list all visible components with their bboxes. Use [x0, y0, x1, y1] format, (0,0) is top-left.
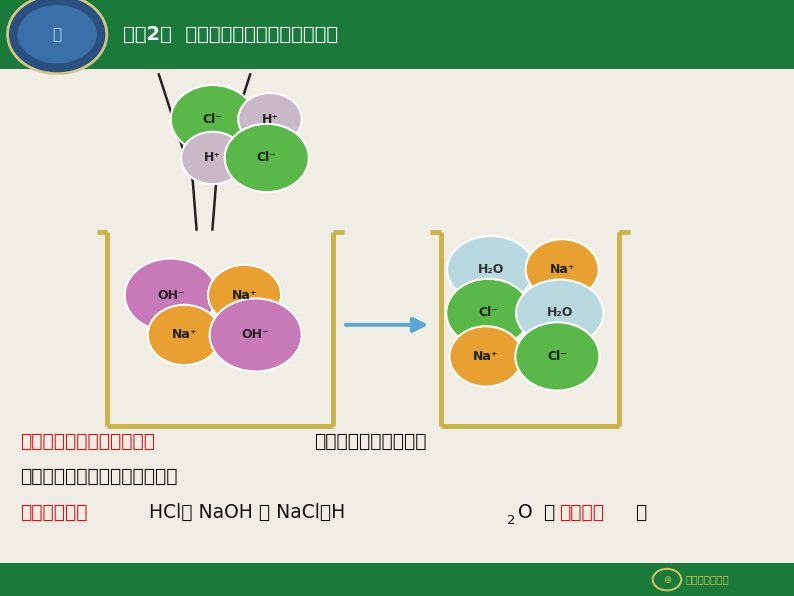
Ellipse shape	[210, 299, 302, 371]
Text: ：请你从微观角度描述: ：请你从微观角度描述	[314, 432, 426, 451]
Bar	[0, 563, 794, 596]
Ellipse shape	[238, 93, 302, 145]
Text: 2: 2	[507, 514, 515, 527]
Ellipse shape	[125, 259, 217, 331]
Text: 问题2：  酸和碱之间发生了什么反应？: 问题2： 酸和碱之间发生了什么反应？	[123, 25, 338, 44]
Text: O: O	[518, 503, 532, 522]
Text: 冰: 冰	[52, 27, 62, 42]
Text: H₂O: H₂O	[477, 263, 504, 276]
Text: ）: ）	[635, 503, 646, 522]
Ellipse shape	[225, 124, 309, 192]
Text: H⁺: H⁺	[261, 113, 279, 126]
Text: OH⁻: OH⁻	[157, 288, 184, 302]
Bar	[0, 0, 794, 69]
Text: ＊化合价: ＊化合价	[559, 503, 604, 522]
Text: OH⁻: OH⁻	[242, 328, 269, 342]
Text: 氢氧化钠溶液与稀盐酸的反应。: 氢氧化钠溶液与稀盐酸的反应。	[20, 467, 177, 486]
Text: HCl＋ NaOH ＝ NaCl＋H: HCl＋ NaOH ＝ NaCl＋H	[149, 503, 345, 522]
Text: （: （	[532, 503, 555, 522]
Text: ⊛: ⊛	[663, 575, 671, 585]
Ellipse shape	[181, 132, 245, 184]
Ellipse shape	[515, 322, 599, 390]
Text: Cl⁻: Cl⁻	[547, 350, 568, 363]
Ellipse shape	[446, 279, 530, 347]
Text: Cl⁻: Cl⁻	[202, 113, 223, 126]
Text: 化学方程式：: 化学方程式：	[20, 503, 87, 522]
Ellipse shape	[208, 265, 281, 325]
Ellipse shape	[171, 85, 255, 153]
Bar	[0, 408, 794, 563]
Text: Na⁺: Na⁺	[549, 263, 575, 276]
Ellipse shape	[447, 236, 534, 303]
Ellipse shape	[17, 5, 97, 63]
Ellipse shape	[148, 305, 221, 365]
Ellipse shape	[526, 239, 599, 300]
Text: Cl⁻: Cl⁻	[478, 306, 499, 319]
Text: Na⁺: Na⁺	[232, 288, 257, 302]
Text: Na⁺: Na⁺	[473, 350, 499, 363]
Text: Cl⁻: Cl⁻	[256, 151, 277, 164]
Text: H⁺: H⁺	[204, 151, 222, 164]
Ellipse shape	[449, 326, 522, 387]
Text: Na⁺: Na⁺	[172, 328, 197, 342]
Ellipse shape	[7, 0, 106, 74]
Text: 人民教育出版社: 人民教育出版社	[685, 575, 729, 585]
Text: 观察中和反应微观模拟动画: 观察中和反应微观模拟动画	[20, 432, 155, 451]
Ellipse shape	[516, 280, 603, 346]
Text: H₂O: H₂O	[546, 306, 573, 319]
